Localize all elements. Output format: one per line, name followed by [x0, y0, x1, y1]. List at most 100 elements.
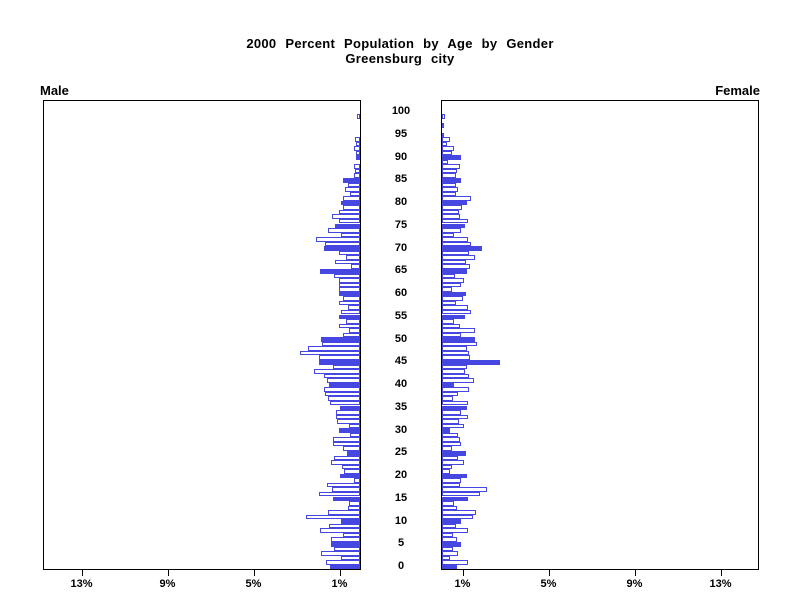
bar-male-age-75 — [335, 223, 360, 228]
bar-female-age-69 — [442, 250, 469, 256]
bar-male-age-63 — [338, 278, 360, 283]
bar-male-age-84 — [348, 182, 360, 188]
bar-female-age-63 — [442, 278, 464, 283]
bar-female-age-89 — [442, 159, 449, 165]
age-tick-95: 95 — [394, 127, 408, 140]
bar-female-age-44 — [442, 364, 467, 370]
bar-male-age-81 — [343, 196, 360, 201]
pct-tick-label-female-1: 1% — [454, 578, 471, 590]
bar-male-age-53 — [339, 323, 360, 329]
bar-male-age-74 — [327, 228, 360, 233]
bar-male-age-56 — [340, 309, 360, 315]
pct-tick-mark-female-1 — [462, 570, 464, 576]
bar-female-age-55 — [442, 314, 465, 319]
bar-male-age-36 — [330, 400, 360, 406]
bar-female-age-77 — [442, 214, 460, 219]
bar-male-age-50 — [321, 337, 360, 342]
age-tick-70: 70 — [394, 241, 408, 254]
bar-female-age-79 — [442, 205, 462, 210]
bar-male-age-10 — [340, 519, 360, 524]
age-tick-60: 60 — [394, 287, 408, 299]
bar-female-age-64 — [442, 273, 455, 279]
male-bars-area — [44, 101, 360, 570]
bar-female-age-45 — [442, 360, 501, 365]
bar-male-age-0 — [329, 564, 360, 570]
bar-male-age-42 — [324, 373, 360, 379]
pct-tick-mark-female-13 — [720, 570, 722, 576]
bar-female-age-62 — [442, 282, 461, 288]
female-panel-label: Female — [715, 83, 760, 98]
bar-female-age-52 — [442, 328, 475, 333]
bar-female-age-40 — [442, 382, 454, 388]
bar-male-age-86 — [353, 173, 360, 178]
bar-male-age-31 — [349, 423, 360, 429]
bar-female-age-83 — [442, 187, 458, 192]
bar-male-age-37 — [328, 396, 360, 401]
bar-female-age-32 — [442, 419, 459, 424]
chart-title: 2000 Percent Population by Age by Gender — [246, 36, 554, 51]
bar-female-age-61 — [442, 287, 452, 292]
bar-female-age-35 — [442, 405, 467, 410]
bar-female-age-31 — [442, 423, 464, 429]
pct-tick-label-female-5: 5% — [540, 578, 557, 590]
bar-male-age-57 — [347, 305, 360, 310]
bar-male-age-5 — [330, 542, 360, 547]
bar-female-age-50 — [442, 337, 475, 342]
bar-female-age-20 — [442, 473, 467, 479]
bar-male-age-54 — [346, 319, 360, 324]
bar-male-age-99 — [357, 114, 360, 119]
bar-male-age-12 — [327, 510, 360, 515]
bar-female-age-71 — [442, 241, 472, 247]
bar-male-age-44 — [333, 364, 360, 370]
bar-male-age-58 — [339, 300, 360, 306]
bar-female-age-6 — [442, 537, 457, 542]
bar-male-age-17 — [331, 487, 360, 492]
bar-female-age-75 — [442, 223, 465, 228]
male-plot-box — [43, 100, 361, 570]
bar-female-age-86 — [442, 173, 456, 178]
pct-tick-mark-female-5 — [548, 570, 550, 576]
bar-female-age-16 — [442, 491, 480, 497]
bar-male-age-25 — [347, 451, 360, 456]
bar-male-age-71 — [324, 241, 360, 247]
bar-male-age-30 — [339, 428, 360, 433]
bar-female-age-94 — [442, 137, 450, 142]
age-tick-55: 55 — [394, 309, 408, 322]
pct-tick-label-female-13: 13% — [709, 578, 732, 590]
female-plot-box — [441, 100, 759, 570]
bar-female-age-80 — [442, 200, 467, 206]
male-panel-label: Male — [40, 83, 69, 98]
bar-female-age-68 — [442, 255, 475, 260]
bar-female-age-27 — [442, 441, 461, 447]
bar-male-age-49 — [321, 341, 360, 347]
bar-male-age-29 — [349, 432, 360, 438]
bar-female-age-43 — [442, 369, 465, 374]
bar-male-age-13 — [347, 505, 360, 511]
pct-tick-mark-male-1 — [339, 570, 341, 576]
bar-female-age-88 — [442, 164, 460, 169]
bar-male-age-82 — [350, 191, 360, 197]
bar-male-age-66 — [350, 264, 360, 269]
bar-female-age-5 — [442, 542, 461, 547]
bar-female-age-21 — [442, 469, 450, 474]
bar-female-age-70 — [442, 246, 482, 251]
bar-female-age-66 — [442, 264, 470, 269]
age-tick-40: 40 — [394, 378, 408, 390]
pct-tick-mark-male-9 — [167, 570, 169, 576]
bar-male-age-4 — [334, 546, 360, 552]
bar-male-age-18 — [327, 482, 360, 488]
bar-male-age-67 — [335, 259, 360, 265]
bar-female-age-12 — [442, 510, 476, 515]
bar-male-age-92 — [353, 146, 360, 151]
age-tick-50: 50 — [394, 332, 408, 345]
bar-male-age-85 — [343, 178, 360, 183]
bar-male-age-65 — [320, 269, 360, 274]
age-tick-10: 10 — [394, 514, 408, 527]
bar-male-age-34 — [336, 410, 360, 415]
age-tick-85: 85 — [394, 173, 408, 186]
bar-female-age-97 — [442, 123, 445, 128]
bar-male-age-47 — [299, 350, 360, 356]
bar-male-age-8 — [320, 528, 360, 533]
bar-female-age-78 — [442, 209, 459, 215]
